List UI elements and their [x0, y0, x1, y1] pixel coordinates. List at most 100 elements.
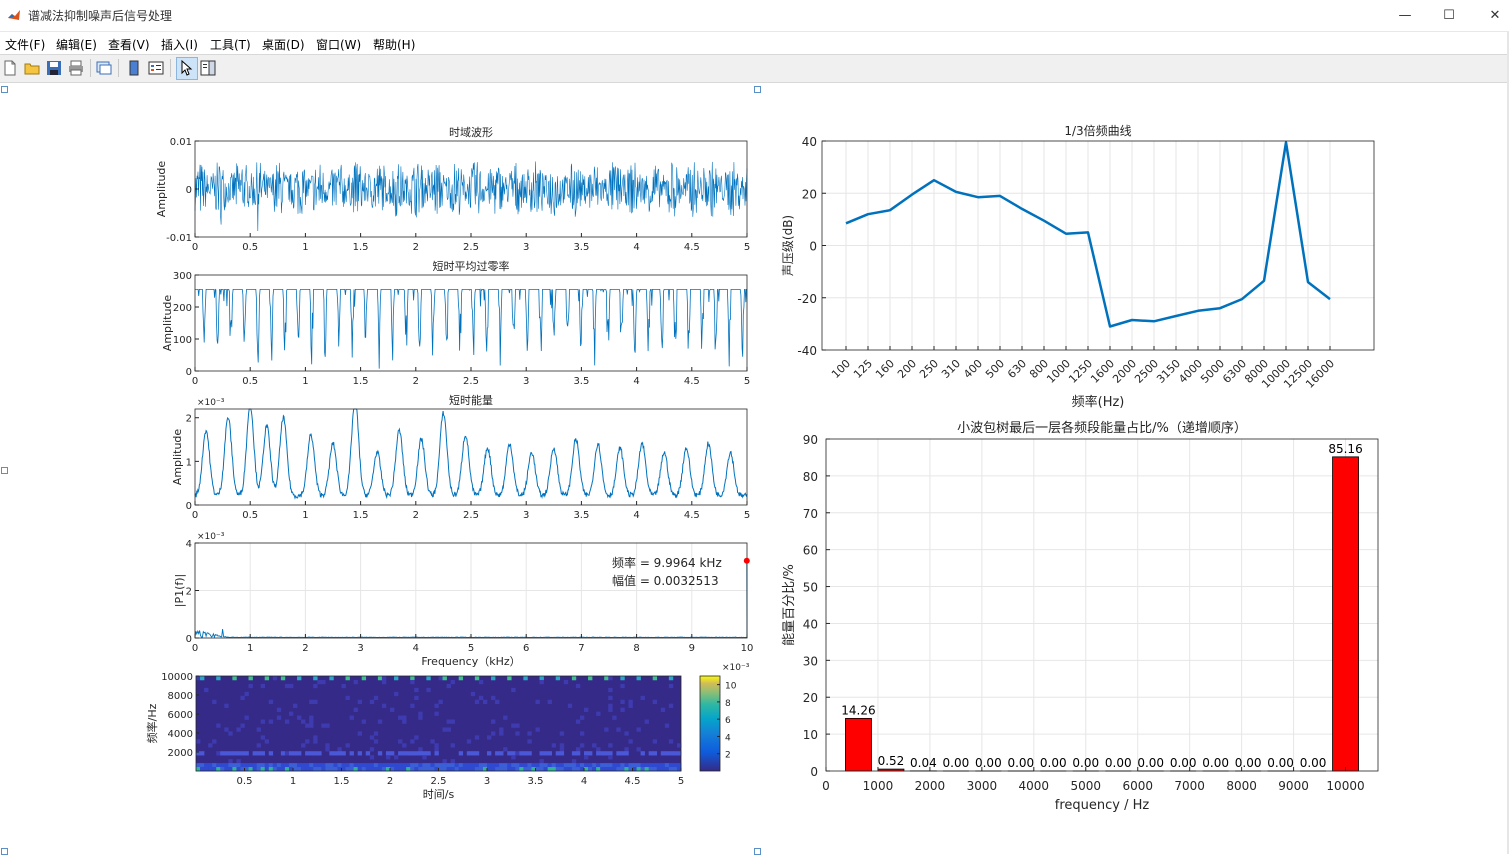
new-file-icon[interactable] — [2, 60, 18, 76]
link-plot-icon[interactable] — [96, 60, 112, 76]
spectrogram-cell — [624, 747, 628, 751]
spectrogram-cell — [398, 739, 402, 743]
spectrogram-cell — [499, 731, 503, 735]
x-tick-label: 0 — [192, 242, 198, 253]
spectrogram-cell — [439, 700, 443, 704]
spectrogram-cell — [337, 747, 341, 751]
y-tick-label: 20 — [803, 691, 818, 705]
bar-value-label: 0.00 — [1137, 756, 1164, 770]
spectrogram-cell — [329, 676, 333, 680]
spectrogram-cell — [342, 751, 346, 755]
spectrogram-cell — [628, 700, 632, 704]
x-tick-label: 4 — [413, 643, 419, 654]
menu-file[interactable]: 文件(F) — [5, 36, 45, 53]
menu-tools[interactable]: 工具(T) — [210, 36, 251, 53]
spectrogram-cell — [370, 735, 374, 739]
x-tick-label: 2.5 — [463, 242, 479, 253]
spectrogram-cell — [245, 692, 249, 696]
spectrogram-cell — [624, 763, 628, 767]
menu-edit[interactable]: 编辑(E) — [56, 36, 97, 53]
spectrogram-cell — [628, 739, 632, 743]
spectrogram-cell — [418, 763, 422, 767]
spectrogram-cell — [568, 763, 572, 767]
spectrogram-cell — [350, 763, 354, 767]
y-tick-label: -40 — [797, 344, 817, 358]
spectrogram-cell — [418, 716, 422, 720]
spectrogram-cell — [426, 688, 430, 692]
spectrogram-cell — [665, 751, 669, 755]
spectrogram-cell — [410, 751, 414, 755]
spectrogram-cell — [337, 763, 341, 767]
legend-icon[interactable] — [148, 60, 164, 76]
spectrogram-cell — [536, 763, 540, 767]
spectrogram-cell — [317, 763, 321, 767]
x-tick-label: 3 — [523, 376, 529, 387]
minimize-button[interactable]: — — [1382, 0, 1428, 31]
menu-view[interactable]: 查看(V) — [108, 36, 150, 53]
spectrogram-cell — [402, 743, 406, 747]
spectrogram-cell — [329, 763, 333, 767]
spectrogram-cell — [265, 676, 269, 680]
bar-value-label: 14.26 — [841, 703, 875, 717]
x-tick-label: 4.5 — [684, 242, 700, 253]
spectrogram-cell — [208, 743, 212, 747]
maximize-button[interactable]: ☐ — [1426, 0, 1472, 31]
y-tick-label: 10 — [803, 728, 818, 742]
spectrogram-cell — [398, 763, 402, 767]
x-tick-label: 7 — [578, 643, 584, 654]
spectrogram-cell — [337, 751, 341, 755]
colorbar-icon[interactable] — [126, 60, 142, 76]
spectrogram-cell — [289, 763, 293, 767]
x-tick-label: 5000 — [1198, 357, 1227, 386]
open-folder-icon[interactable] — [24, 60, 40, 76]
spectrogram-cell — [620, 700, 624, 704]
pointer-icon[interactable] — [178, 60, 194, 76]
print-icon[interactable] — [68, 60, 84, 76]
spectrogram-cell — [269, 700, 273, 704]
x-tick-label: 4000 — [1019, 779, 1050, 793]
spectrogram-cell — [414, 763, 418, 767]
spectrogram-cell — [451, 743, 455, 747]
spectrogram-cell — [608, 708, 612, 712]
spectrogram-cell — [394, 763, 398, 767]
spectrogram-cell — [406, 751, 410, 755]
spectrogram-cell — [556, 763, 560, 767]
spectrogram-cell — [204, 763, 208, 767]
menu-insert[interactable]: 插入(I) — [161, 36, 198, 53]
close-button[interactable]: ✕ — [1472, 0, 1509, 31]
spectrogram-cell — [628, 704, 632, 708]
x-tick-label: 310 — [939, 357, 963, 381]
menu-window[interactable]: 窗口(W) — [316, 36, 361, 53]
x-tick-label: 500 — [983, 357, 1007, 381]
bar-value-label: 0.00 — [943, 756, 970, 770]
spectrogram-cell — [261, 735, 265, 739]
spectrogram-cell — [645, 720, 649, 724]
spectrogram-cell — [519, 751, 523, 755]
spectrogram-cell — [511, 751, 515, 755]
spectrogram-cell — [346, 763, 350, 767]
spectrogram-cell — [277, 716, 281, 720]
menu-help[interactable]: 帮助(H) — [373, 36, 415, 53]
spectrogram-cell — [346, 676, 350, 680]
chart-title: 时域波形 — [449, 126, 493, 139]
spectrogram-cell — [257, 743, 261, 747]
y-tick-label: -20 — [797, 292, 817, 306]
x-tick-label: 6 — [523, 643, 529, 654]
spectrogram-cell — [653, 700, 657, 704]
spectrogram-cell — [305, 763, 309, 767]
spectrogram-cell — [358, 700, 362, 704]
spectrogram-cell — [414, 688, 418, 692]
spectrogram-cell — [232, 763, 236, 767]
spectrogram-cell — [410, 704, 414, 708]
spectrogram-cell — [305, 739, 309, 743]
save-icon[interactable] — [46, 60, 62, 76]
colorbar-tick-label: 8 — [725, 699, 731, 709]
spectrogram-cell — [374, 739, 378, 743]
spectrogram-cell — [265, 739, 269, 743]
spectrogram-cell — [333, 763, 337, 767]
spectrogram-cell — [669, 751, 673, 755]
spectrogram-cell — [216, 724, 220, 728]
spectrogram-cell — [503, 716, 507, 720]
menu-desktop[interactable]: 桌面(D) — [262, 36, 305, 53]
property-inspector-icon[interactable] — [200, 60, 216, 76]
